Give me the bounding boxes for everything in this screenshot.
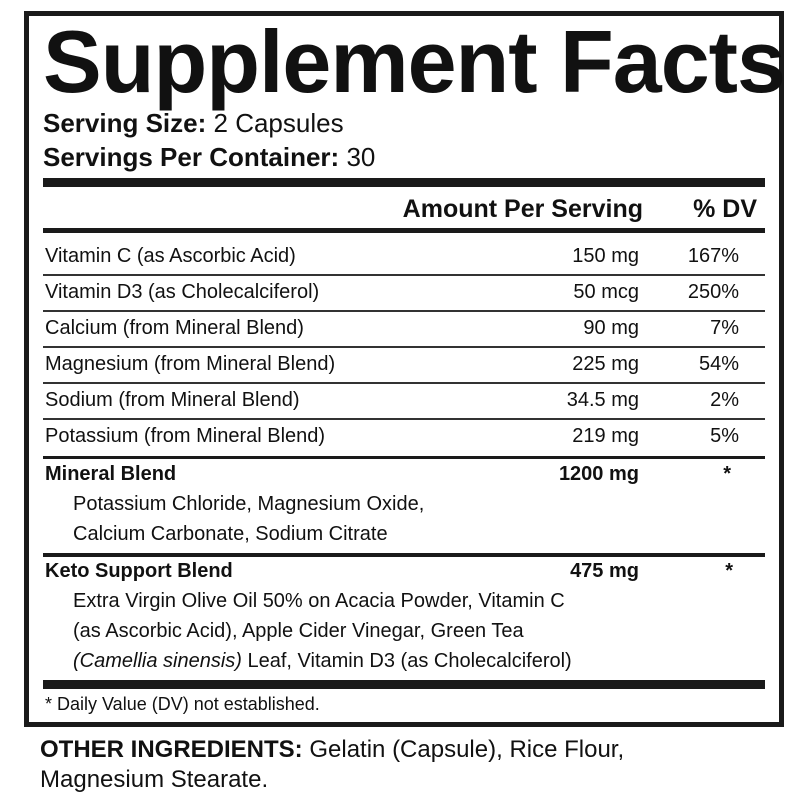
nutrient-amount: 90 mg	[583, 317, 639, 339]
nutrient-amount: 50 mcg	[573, 281, 639, 303]
nutrient-name: Calcium (from Mineral Blend)	[45, 317, 304, 339]
row-divider	[43, 274, 765, 276]
keto-blend-ingredients: (as Ascorbic Acid), Apple Cider Vinegar,…	[73, 620, 524, 642]
nutrient-row: Vitamin C (as Ascorbic Acid) 150 mg 167%	[43, 239, 765, 273]
panel-title: Supplement Facts	[43, 12, 786, 111]
botanical-name: (Camellia sinensis)	[73, 650, 242, 672]
nutrient-amount: 150 mg	[572, 245, 639, 267]
nutrient-dv: 2%	[710, 389, 739, 411]
nutrient-name: Vitamin D3 (as Cholecalciferol)	[45, 281, 320, 303]
amount-header: Amount Per Serving	[402, 195, 643, 223]
thick-divider	[43, 680, 765, 689]
blend-amount: 475 mg	[570, 560, 639, 582]
serving-size-label: Serving Size:	[43, 108, 207, 138]
other-ingredients-label: OTHER INGREDIENTS:	[40, 736, 303, 763]
nutrient-amount: 225 mg	[572, 353, 639, 375]
blend-dv: *	[723, 463, 731, 485]
nutrient-row: Calcium (from Mineral Blend) 90 mg 7%	[43, 311, 765, 345]
nutrient-row: Magnesium (from Mineral Blend) 225 mg 54%	[43, 347, 765, 381]
nutrient-amount: 34.5 mg	[566, 389, 639, 411]
nutrient-name: Sodium (from Mineral Blend)	[45, 389, 300, 411]
blend-divider	[43, 553, 765, 557]
dv-header: % DV	[693, 195, 757, 223]
nutrient-dv: 167%	[687, 245, 739, 267]
row-divider	[43, 310, 765, 312]
blend-name: Keto Support Blend	[45, 560, 233, 582]
supplement-facts-panel: Supplement Facts Serving Size: 2 Capsule…	[24, 11, 786, 727]
servings-per-container: Servings Per Container: 30	[43, 142, 375, 172]
nutrient-dv: 54%	[698, 353, 739, 375]
keto-blend-row: Keto Support Blend 475 mg *	[43, 557, 765, 585]
mineral-blend-row: Mineral Blend 1200 mg *	[43, 460, 765, 488]
row-divider	[43, 382, 765, 384]
servings-label: Servings Per Container:	[43, 142, 340, 172]
nutrient-row: Vitamin D3 (as Cholecalciferol) 50 mcg 250…	[43, 275, 765, 309]
blend-divider	[43, 456, 765, 459]
serving-size: Serving Size: 2 Capsules	[43, 108, 344, 138]
nutrient-row: Potassium (from Mineral Blend) 219 mg 5%	[43, 419, 765, 453]
nutrient-dv: 5%	[710, 425, 739, 447]
row-divider	[43, 418, 765, 420]
nutrient-name: Potassium (from Mineral Blend)	[45, 425, 326, 447]
blend-name: Mineral Blend	[45, 463, 177, 485]
nutrient-dv: 7%	[710, 317, 739, 339]
keto-blend-ingredients: Extra Virgin Olive Oil 50% on Acacia Pow…	[73, 590, 565, 612]
nutrient-dv: 250%	[687, 281, 739, 303]
serving-size-value: 2 Capsules	[213, 108, 344, 138]
keto-blend-ingredients: (Camellia sinensis) Leaf, Vitamin D3 (as…	[73, 646, 572, 676]
header-divider	[43, 228, 765, 233]
nutrient-amount: 219 mg	[572, 425, 639, 447]
blend-amount: 1200 mg	[558, 463, 639, 485]
mineral-blend-ingredients: Calcium Carbonate, Sodium Citrate	[73, 523, 388, 545]
nutrient-name: Magnesium (from Mineral Blend)	[45, 353, 336, 375]
nutrient-row: Sodium (from Mineral Blend) 34.5 mg 2%	[43, 383, 765, 417]
mineral-blend-ingredients: Potassium Chloride, Magnesium Oxide,	[73, 493, 425, 515]
other-ingredients-line2: Magnesium Stearate.	[40, 766, 269, 793]
other-ingredients-text: Gelatin (Capsule), Rice Flour,	[302, 736, 625, 763]
row-divider	[43, 346, 765, 348]
other-ingredients: OTHER INGREDIENTS: Gelatin (Capsule), Ri…	[40, 736, 624, 764]
keto-blend-ingredients-rest: Leaf, Vitamin D3 (as Cholecalciferol)	[241, 650, 572, 672]
thick-divider	[43, 178, 765, 187]
nutrient-name: Vitamin C (as Ascorbic Acid)	[45, 245, 296, 267]
servings-value: 30	[346, 142, 376, 172]
footnote: * Daily Value (DV) not established.	[45, 694, 320, 714]
blend-dv: *	[725, 560, 733, 582]
